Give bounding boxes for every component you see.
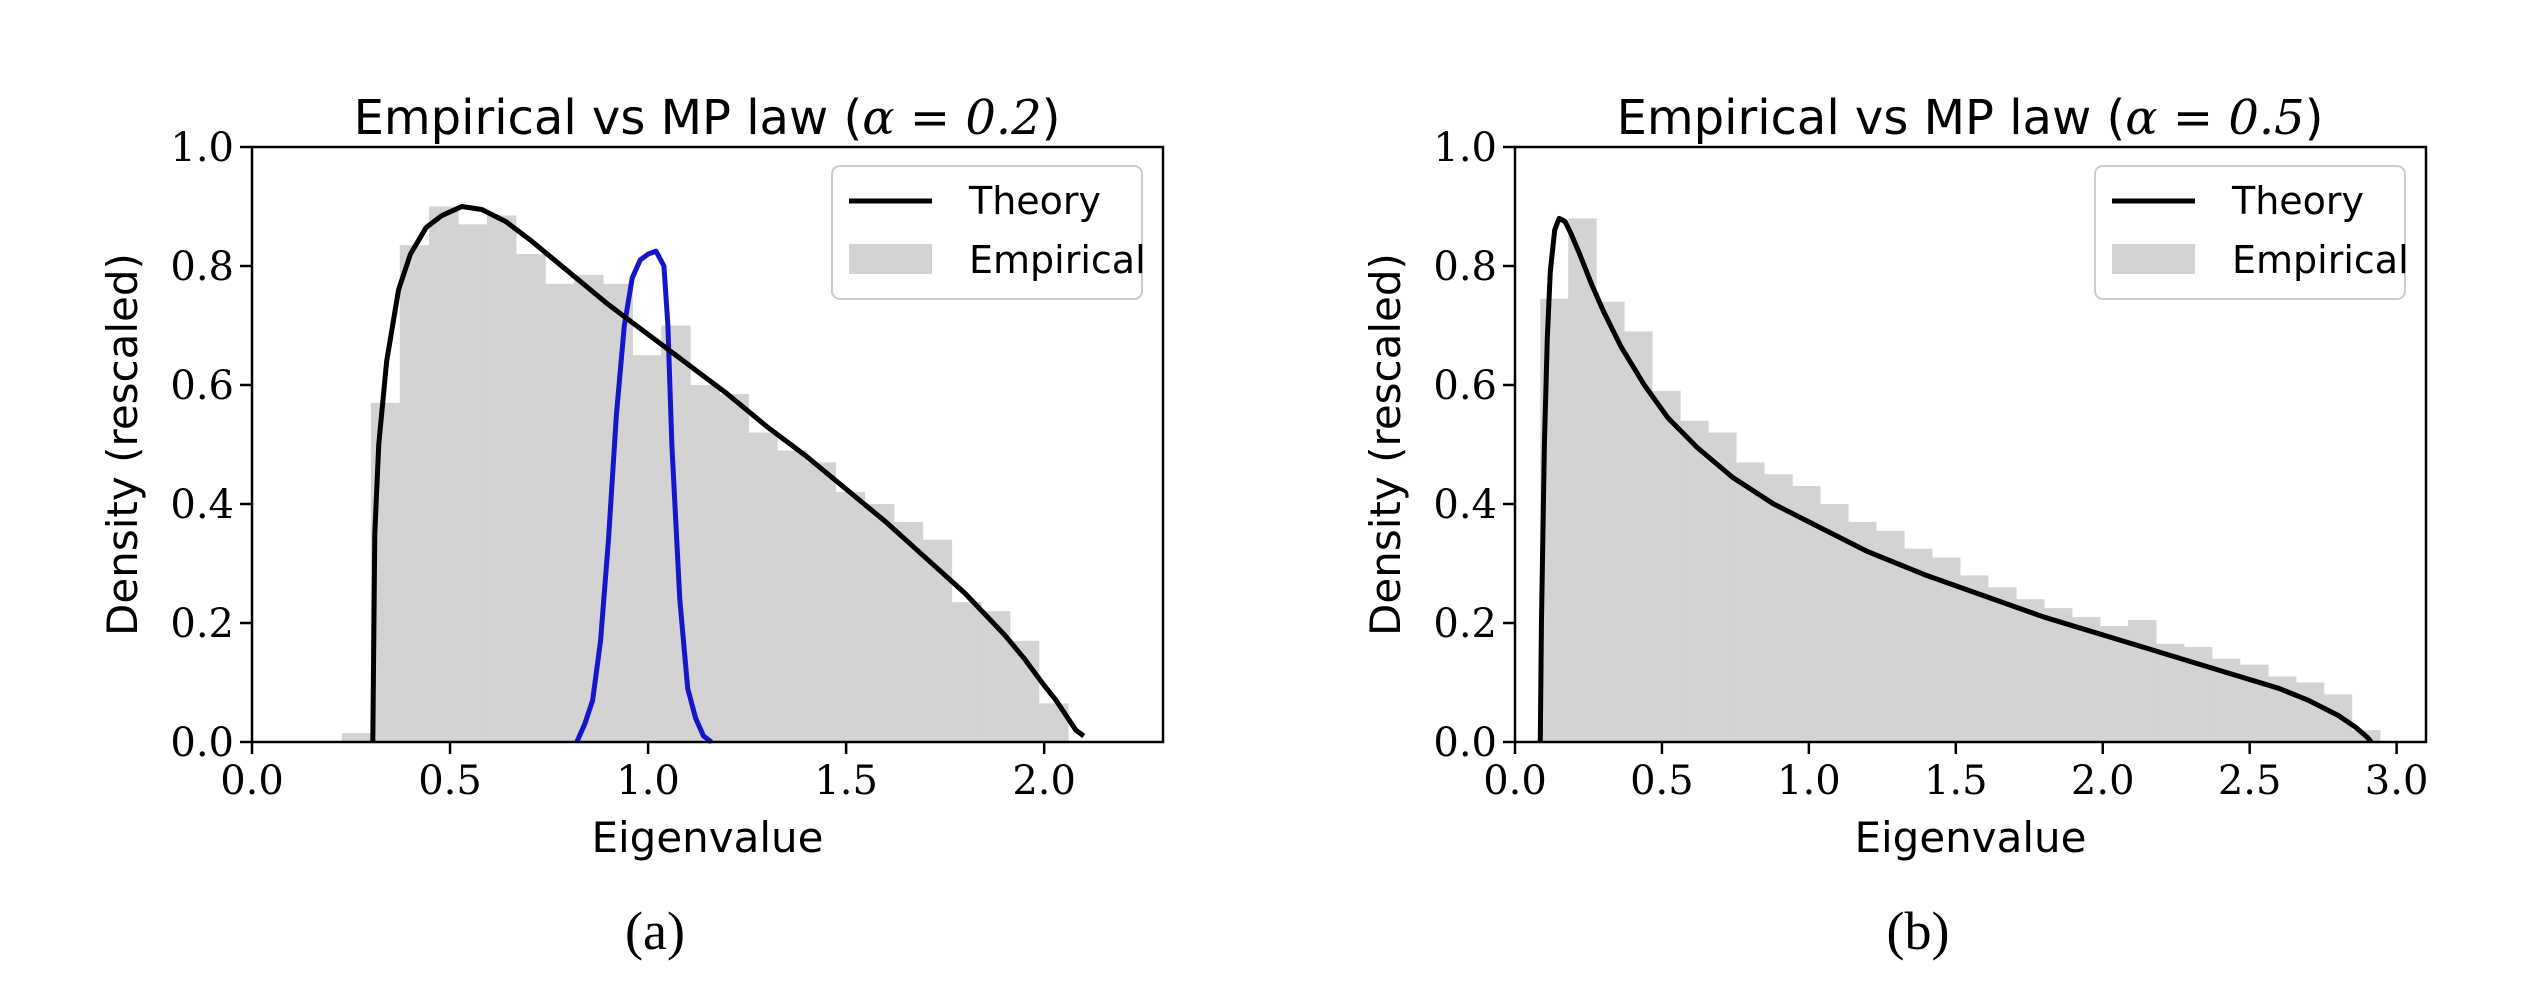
histogram-bar	[2295, 682, 2325, 742]
axes-frame	[250, 145, 1165, 744]
histogram-bar	[457, 224, 488, 743]
chart-panel-b: 0.0 0.5 1.0 1.5 2.0 2.5 3.0 0.0 0.2 0.4 0.6 0.8 1.0 E…	[1361, 90, 2428, 862]
x-tick-label: 0.5	[418, 758, 482, 804]
axes-frame	[1513, 145, 2428, 744]
histogram-bar	[1568, 218, 1597, 742]
legend-label-theory: Theory	[968, 179, 1101, 223]
y-tick-label: 0.6	[170, 363, 234, 409]
chart-title-alpha: α = 0.5	[2125, 90, 2304, 146]
theory-curve	[370, 204, 1086, 743]
histogram-bar	[1652, 390, 1681, 742]
x-tick-label: 2.0	[1012, 758, 1076, 804]
histogram-bar	[2071, 617, 2101, 742]
histogram-bar	[486, 215, 517, 743]
histogram-bar	[1735, 462, 1765, 742]
histogram-bar	[632, 355, 662, 742]
histogram-bar	[516, 254, 546, 742]
histogram-bars	[341, 206, 1069, 743]
legend: Theory Empirical	[2094, 165, 2409, 300]
chart-panel-a: 0.0 0.5 1.0 1.5 2.0 0.0 0.2 0.4 0.6 0.8 1.0 Eigenva…	[98, 90, 1165, 862]
x-tick-label: 0.5	[1630, 758, 1694, 804]
blue-density-curve	[574, 248, 713, 744]
chart-title-alpha: α = 0.2	[862, 90, 1041, 146]
x-tick-label: 1.5	[1924, 758, 1988, 804]
x-tick-label: 0.0	[1483, 758, 1547, 804]
legend-label-empirical: Empirical	[2232, 238, 2409, 282]
x-axis-label: Eigenvalue	[1854, 813, 2086, 862]
x-tick-label: 1.0	[616, 758, 680, 804]
chart-title-text: Empirical vs MP law (	[1617, 90, 2126, 146]
histogram-bar	[748, 432, 778, 742]
histogram-bar	[980, 611, 1011, 742]
histogram-bar	[835, 492, 865, 742]
caption-b: (b)	[1886, 901, 1950, 961]
caption-a: (a)	[625, 901, 685, 961]
histogram-bar	[864, 504, 895, 742]
histogram-bar	[545, 283, 575, 742]
y-axis-label: Density (rescaled)	[98, 253, 147, 636]
histogram-bar	[690, 385, 721, 742]
histogram-bar	[1988, 587, 2017, 742]
histogram-bar	[1624, 331, 1653, 742]
histogram-bar	[922, 539, 953, 742]
histogram-bar	[2043, 608, 2073, 742]
legend-label-theory: Theory	[2231, 179, 2364, 223]
histogram-bar	[2016, 599, 2045, 742]
histogram-bar	[1904, 548, 1933, 742]
chart-title-text: Empirical vs MP law (	[354, 90, 863, 146]
histogram-bar	[1847, 521, 1877, 742]
legend: Theory Empirical	[831, 165, 1146, 300]
x-tick-label: 2.0	[2071, 758, 2135, 804]
x-axis-label: Eigenvalue	[591, 813, 823, 862]
legend-swatch-empirical	[849, 244, 932, 274]
x-tick-label: 3.0	[2365, 758, 2429, 804]
y-tick-label: 1.0	[1433, 125, 1497, 171]
x-tick-label: 2.5	[2218, 758, 2282, 804]
y-tick-label: 0.8	[1433, 244, 1497, 290]
histogram-bar	[806, 462, 837, 742]
theory-curve	[1537, 215, 2374, 744]
y-tick-label: 0.8	[170, 244, 234, 290]
legend-label-empirical: Empirical	[969, 238, 1146, 282]
histogram-bar	[893, 521, 924, 742]
y-axis-label: Density (rescaled)	[1361, 253, 1410, 636]
histogram-bar	[1680, 420, 1709, 742]
chart-title-close: )	[1042, 90, 1061, 146]
histogram-bar	[1708, 432, 1737, 742]
legend-swatch-empirical	[2112, 244, 2195, 274]
chart-title: Empirical vs MP law (α = 0.2)	[354, 90, 1061, 146]
y-tick-label: 0.6	[1433, 363, 1497, 409]
x-tick-label: 1.5	[814, 758, 878, 804]
histogram-bar	[341, 733, 372, 742]
x-tick-label: 1.0	[1777, 758, 1841, 804]
histogram-bar	[777, 450, 808, 742]
y-tick-label: 0.2	[1433, 601, 1497, 647]
histogram-bar	[2128, 620, 2157, 742]
y-tick-label: 0.4	[170, 482, 234, 528]
y-tick-label: 0.0	[170, 720, 234, 766]
y-tick-label: 0.4	[1433, 482, 1497, 528]
x-tick-label: 0.0	[220, 758, 284, 804]
histogram-bar	[1792, 486, 1821, 742]
histogram-bar	[574, 274, 604, 742]
y-tick-label: 0.2	[170, 601, 234, 647]
y-tick-label: 1.0	[170, 125, 234, 171]
histogram-bar	[399, 245, 430, 743]
histogram-bar	[719, 393, 749, 742]
histogram-bar	[1820, 504, 1849, 742]
chart-title-close: )	[2305, 90, 2324, 146]
y-tick-label: 0.0	[1433, 720, 1497, 766]
histogram-bar	[1959, 575, 1989, 742]
histogram-bar	[2100, 625, 2129, 742]
histogram-bar	[1764, 474, 1793, 742]
histogram-bar	[429, 206, 459, 742]
histogram-bar	[1596, 301, 1625, 742]
histogram-bar	[951, 602, 982, 742]
chart-title: Empirical vs MP law (α = 0.5)	[1617, 90, 2324, 146]
